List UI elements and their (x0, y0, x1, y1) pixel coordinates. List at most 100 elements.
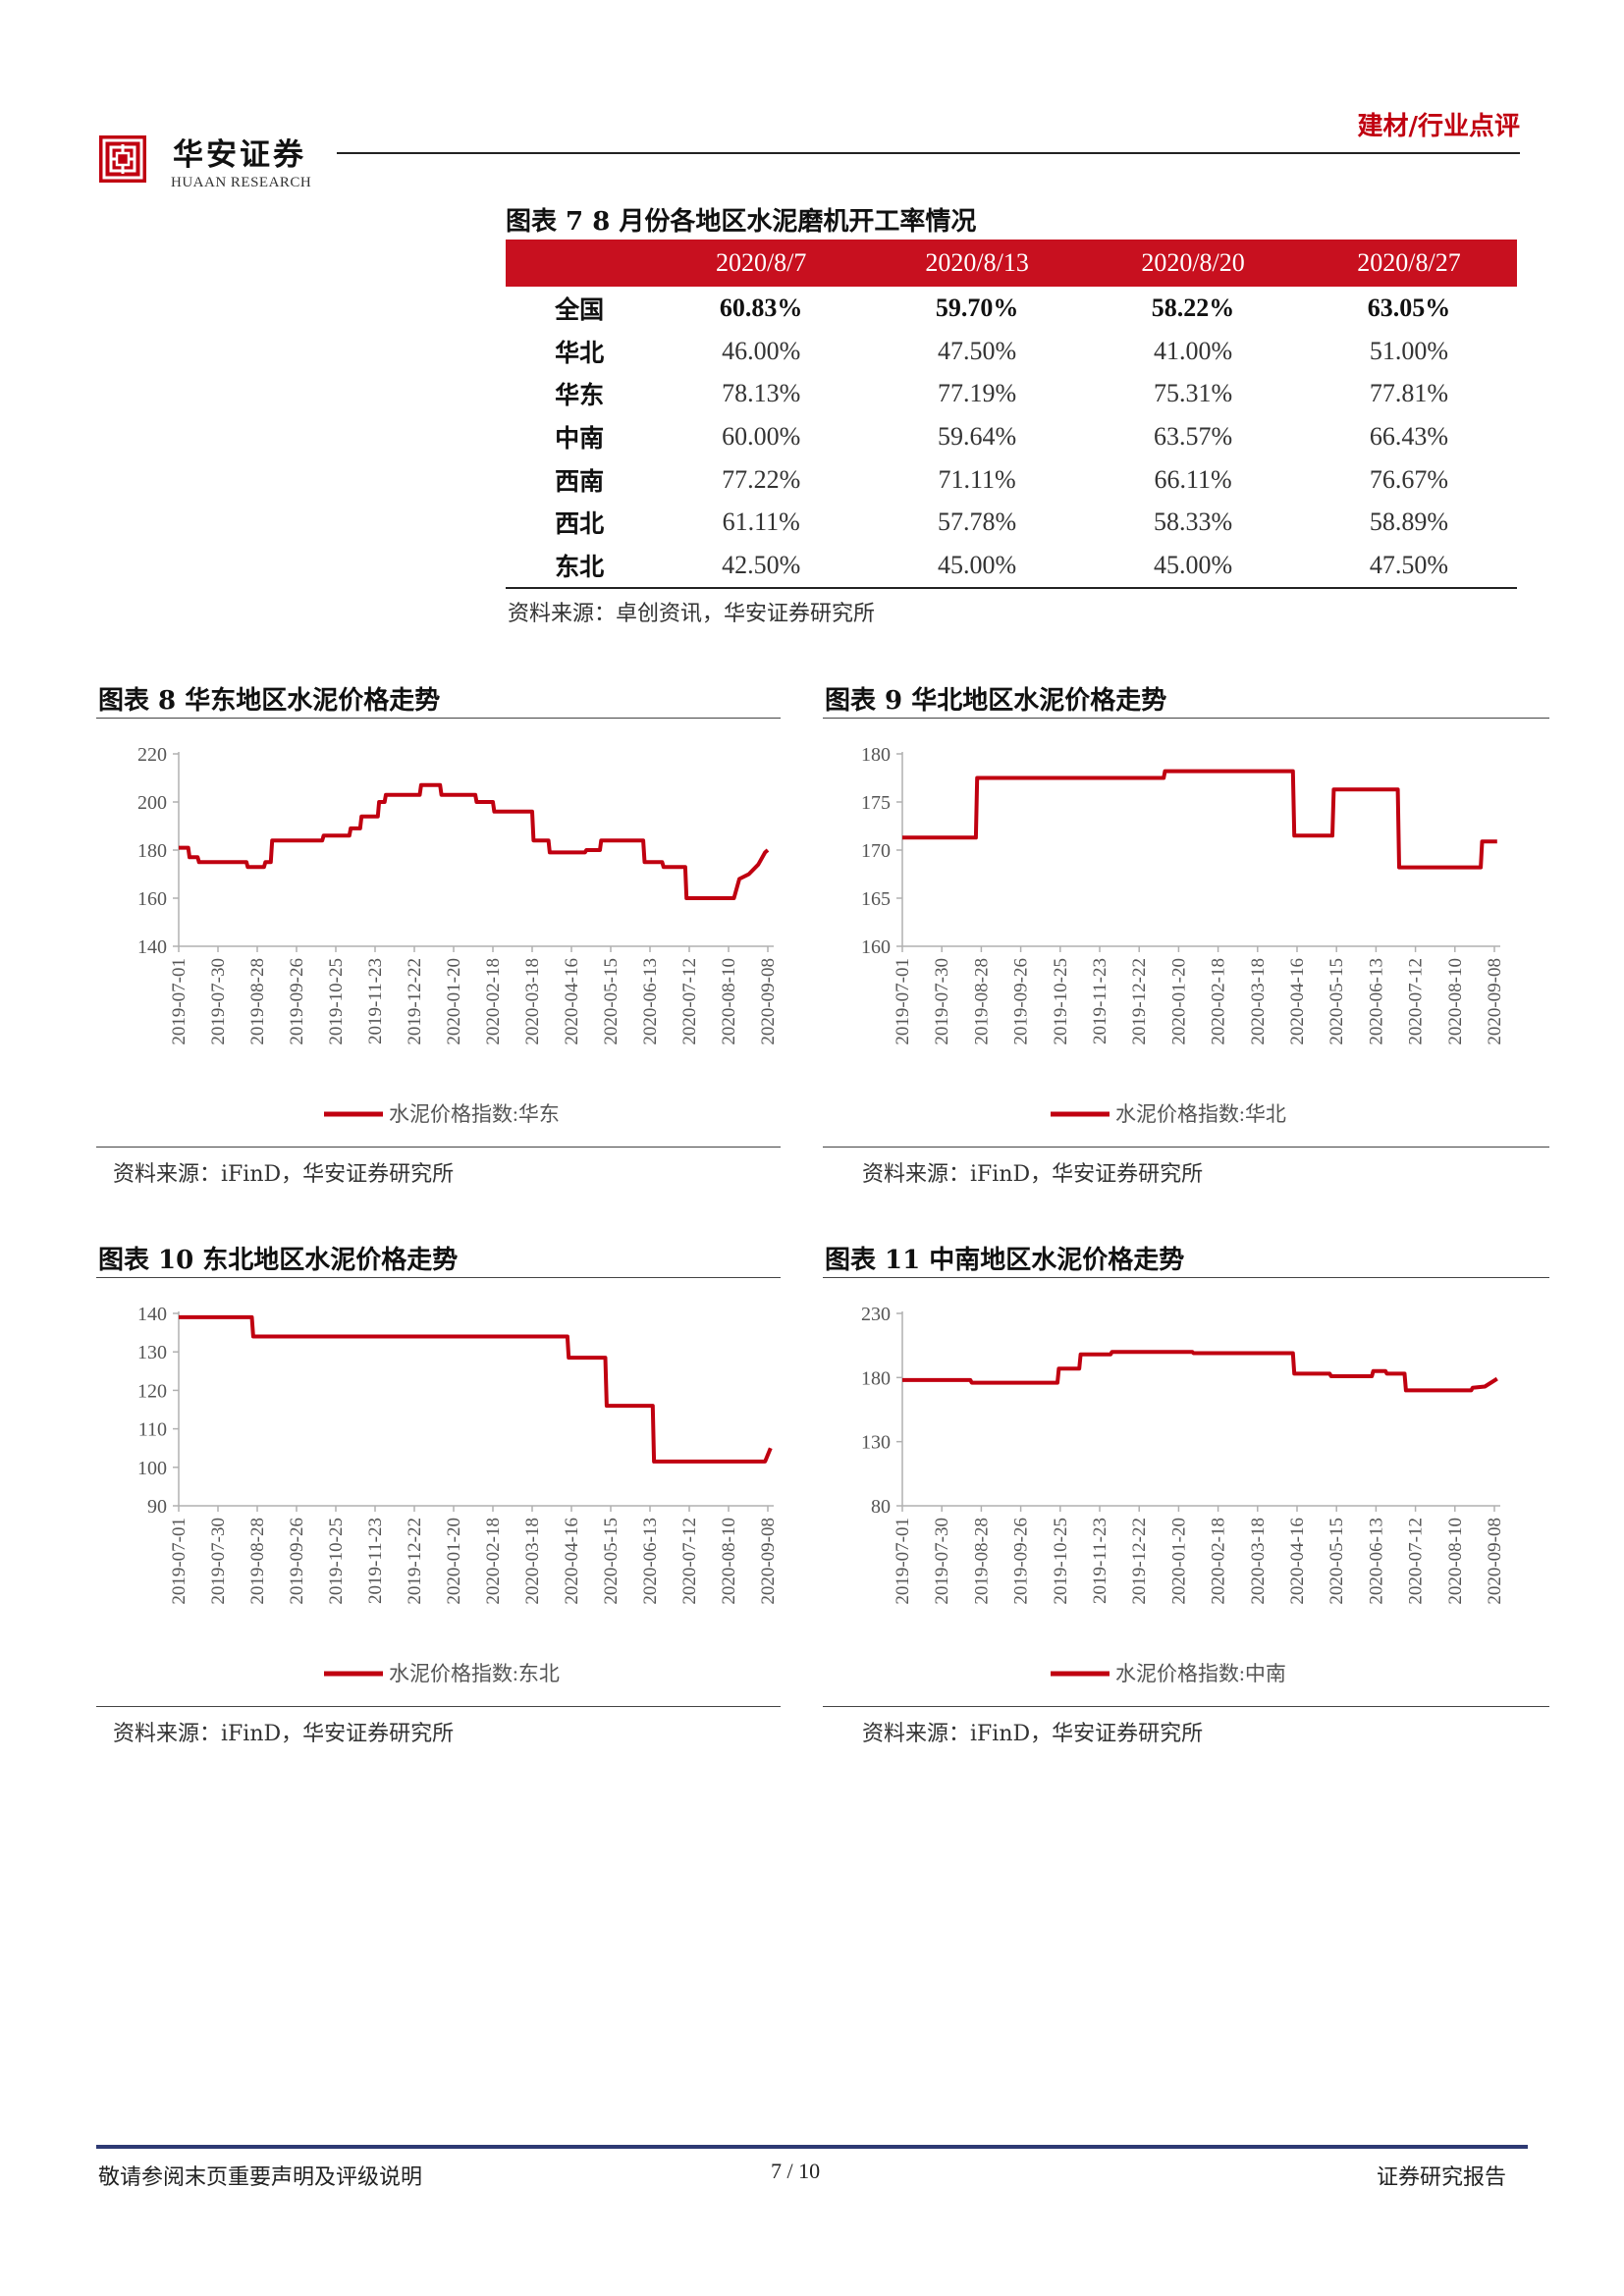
y-tick-label: 140 (137, 1304, 167, 1325)
chart9-title: 图表 9 华北地区水泥价格走势 (825, 686, 1167, 716)
region-cell: 中南 (555, 423, 605, 453)
value-cell: 77.22% (722, 464, 801, 494)
y-tick-label: 90 (147, 1496, 167, 1518)
x-tick-label: 2019-07-01 (893, 1518, 913, 1605)
x-tick-label: 2019-07-30 (932, 958, 952, 1045)
region-cell: 西南 (555, 466, 605, 496)
value-cell: 78.13% (722, 379, 801, 408)
x-tick-label: 2019-08-28 (247, 1518, 268, 1605)
y-tick-label: 220 (137, 744, 167, 766)
x-tick-label: 2020-04-16 (1287, 1518, 1308, 1605)
x-tick-label: 2019-10-25 (1051, 958, 1071, 1045)
y-tick-label: 100 (137, 1458, 167, 1479)
x-tick-label: 2020-07-12 (679, 958, 700, 1045)
region-cell: 东北 (506, 544, 654, 589)
value-cell: 57.78% (938, 507, 1017, 537)
chart8-top-rule (96, 718, 781, 719)
table-row: 华北 46.00% 47.50% 41.00% 51.00% (506, 330, 1517, 373)
x-tick-label: 2020-07-12 (679, 1518, 700, 1605)
series-line (179, 782, 770, 900)
chart10-source: 资料来源：iFinD，华安证券研究所 (113, 1722, 455, 1746)
legend-label: 水泥价格指数:东北 (389, 1662, 560, 1685)
table-row: 西南 77.22% 71.11% 66.11% 76.67% (506, 458, 1517, 502)
x-tick-label: 2019-07-01 (169, 958, 189, 1045)
y-tick-label: 130 (861, 1432, 891, 1454)
x-tick-label: 2020-02-18 (1209, 958, 1229, 1045)
x-tick-label: 2019-10-25 (326, 1518, 347, 1605)
x-tick-label: 2020-03-18 (1248, 1518, 1269, 1605)
value-cell: 46.00% (722, 336, 801, 365)
value-cell: 59.64% (938, 421, 1017, 451)
x-tick-label: 2019-07-01 (169, 1518, 189, 1605)
x-tick-label: 2020-01-20 (444, 958, 464, 1045)
footer-report-type: 证券研究报告 (1376, 2165, 1506, 2190)
y-tick-label: 175 (861, 792, 891, 814)
value-cell: 77.19% (938, 379, 1017, 408)
table-row: 东北 42.50% 45.00% 45.00% 47.50% (506, 544, 1517, 589)
chart10-title: 图表 10 东北地区水泥价格走势 (98, 1246, 459, 1275)
x-tick-label: 2020-02-18 (1209, 1518, 1229, 1605)
x-tick-label: 2020-05-15 (601, 1518, 622, 1605)
y-tick-label: 165 (861, 888, 891, 910)
x-tick-label: 2019-08-28 (247, 958, 268, 1045)
chart8-title: 图表 8 华东地区水泥价格走势 (98, 686, 441, 716)
chart9-source: 资料来源：iFinD，华安证券研究所 (862, 1162, 1204, 1187)
x-tick-label: 2019-12-22 (1129, 958, 1150, 1045)
x-tick-label: 2019-08-28 (971, 1518, 992, 1605)
chart11-title: 图表 11 中南地区水泥价格走势 (825, 1246, 1185, 1275)
x-tick-label: 2019-10-25 (1051, 1518, 1071, 1605)
chart-dongbei-price: 90 100 110 120 130 140 2019-07-01 2019-07-30 201… (137, 1304, 779, 1685)
value-cell: 58.33% (1153, 507, 1233, 537)
x-tick-label: 2019-07-30 (208, 958, 229, 1045)
x-tick-label: 2020-05-15 (1326, 958, 1347, 1045)
table7-source: 资料来源：卓创资讯，华安证券研究所 (508, 602, 876, 626)
legend-label: 水泥价格指数:华北 (1115, 1102, 1286, 1126)
x-tick-label: 2019-12-22 (1129, 1518, 1150, 1605)
y-tick-label: 120 (137, 1380, 167, 1402)
table-header-row: 2020/8/7 2020/8/13 2020/8/20 2020/8/27 (506, 240, 1517, 287)
x-tick-label: 2020-05-15 (1326, 1518, 1347, 1605)
region-cell: 华东 (555, 381, 605, 410)
value-cell: 66.11% (1154, 464, 1232, 494)
table-row: 华东 78.13% 77.19% 75.31% 77.81% (506, 372, 1517, 415)
table-row: 中南 60.00% 59.64% 63.57% 66.43% (506, 415, 1517, 458)
x-tick-label: 2020-04-16 (562, 1518, 582, 1605)
value-cell: 47.50% (1301, 544, 1517, 589)
x-tick-label: 2020-08-10 (719, 1518, 739, 1605)
table-row: 全国 60.83% 59.70% 58.22% 63.05% (506, 287, 1517, 330)
x-tick-label: 2019-09-26 (287, 1518, 307, 1605)
x-tick-label: 2020-08-10 (719, 958, 739, 1045)
x-tick-label: 2020-01-20 (1168, 1518, 1189, 1605)
y-tick-label: 170 (861, 840, 891, 862)
legend-label: 水泥价格指数:中南 (1115, 1662, 1286, 1685)
x-tick-label: 2019-09-26 (287, 958, 307, 1045)
footer-disclaimer: 敬请参阅末页重要声明及评级说明 (98, 2165, 423, 2190)
header-divider (337, 152, 1520, 154)
chart-zhongnan-price: 80 130 180 230 2019-07-01 2019-07-30 2019-08-2… (861, 1304, 1505, 1685)
value-cell: 63.57% (1153, 421, 1233, 451)
x-tick-label: 2020-08-10 (1445, 958, 1466, 1045)
chart-huabei-price: 160 165 170 175 180 2019-07-01 2019-07-30 2019-… (861, 744, 1505, 1126)
value-cell: 66.43% (1369, 421, 1449, 451)
logo-text: 华安证券 (173, 137, 306, 173)
value-cell: 45.00% (1085, 544, 1302, 589)
series-line (179, 1314, 773, 1464)
x-tick-label: 2019-11-23 (365, 958, 386, 1044)
x-tick-label: 2020-03-18 (1248, 958, 1269, 1045)
x-tick-label: 2020-04-16 (562, 958, 582, 1045)
y-tick-label: 230 (861, 1304, 891, 1325)
table-row: 西北 61.11% 57.78% 58.33% 58.89% (506, 501, 1517, 544)
y-tick-label: 140 (137, 936, 167, 958)
value-cell: 58.22% (1151, 293, 1235, 322)
x-tick-label: 2019-07-30 (208, 1518, 229, 1605)
x-tick-label: 2019-07-01 (893, 958, 913, 1045)
x-tick-label: 2020-01-20 (444, 1518, 464, 1605)
chart9-top-rule (823, 718, 1549, 719)
value-cell: 47.50% (938, 336, 1017, 365)
legend-label: 水泥价格指数:华东 (389, 1102, 560, 1126)
page-number: 7 / 10 (771, 2159, 821, 2183)
x-tick-label: 2020-06-13 (640, 958, 661, 1045)
x-tick-label: 2020-08-10 (1445, 1518, 1466, 1605)
header-cell-date: 2020/8/20 (1085, 240, 1302, 287)
value-cell: 41.00% (1153, 336, 1233, 365)
